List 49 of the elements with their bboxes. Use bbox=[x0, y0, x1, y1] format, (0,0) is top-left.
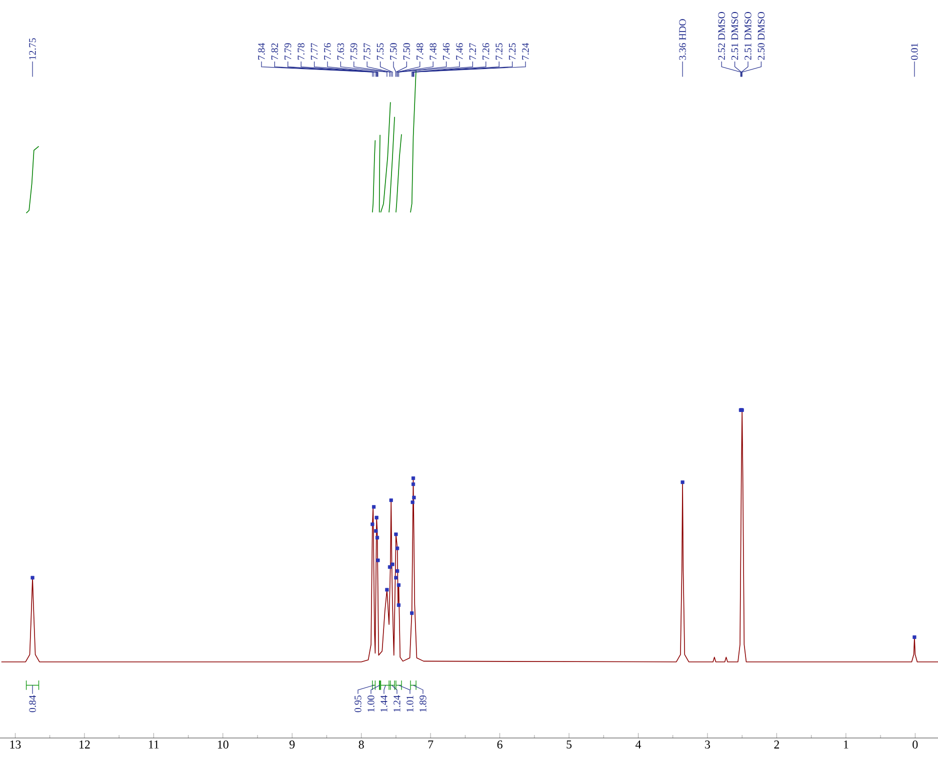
text: 7.24 bbox=[522, 42, 529, 60]
text: 7.50 bbox=[390, 43, 397, 60]
text: 7.26 bbox=[482, 43, 490, 60]
text: 2.52 DMSO bbox=[718, 12, 725, 60]
text: 7.84 bbox=[258, 42, 265, 60]
text: 7.25 bbox=[496, 43, 502, 60]
text: 7.48 bbox=[416, 43, 424, 60]
annotation: 1.89 bbox=[420, 696, 426, 712]
text: 7.48 bbox=[430, 43, 436, 60]
x-tick-label: 10 bbox=[218, 740, 228, 749]
text: 7.82 bbox=[271, 43, 278, 60]
x-tick-label: 1 bbox=[844, 740, 848, 748]
x-tick-label: 0 bbox=[912, 740, 918, 749]
text: 7.57 bbox=[364, 43, 370, 60]
text: 7.50 bbox=[403, 43, 410, 60]
x-tick-label: 11 bbox=[148, 740, 159, 748]
annotation: 1.00 bbox=[368, 695, 374, 712]
text: 2.51 DMSO bbox=[744, 12, 752, 60]
x-tick-label: 2 bbox=[774, 740, 780, 748]
text: 7.76 bbox=[324, 43, 331, 60]
x-tick-label: 9 bbox=[290, 740, 295, 749]
text: 7.63 bbox=[337, 43, 344, 60]
text: 7.59 bbox=[350, 43, 358, 60]
x-tick-label: 4 bbox=[635, 740, 642, 748]
text: 3.36 HDO bbox=[679, 19, 686, 60]
text: 7.46 bbox=[456, 43, 463, 60]
text: 7.46 bbox=[442, 43, 450, 60]
text: 7.55 bbox=[376, 43, 384, 60]
text: 7.79 bbox=[284, 43, 292, 60]
text: 2.51 DMSO bbox=[731, 12, 738, 60]
x-tick-label: 3 bbox=[705, 740, 710, 749]
annotation: 0.95 bbox=[354, 696, 362, 712]
x-tick-label: 7 bbox=[428, 740, 434, 748]
annotation: 0.84 bbox=[29, 695, 36, 712]
x-tick-label: 6 bbox=[497, 740, 502, 749]
text: 7.77 bbox=[310, 43, 318, 60]
text: 2.50 DMSO bbox=[758, 12, 765, 60]
annotation: 1.44 bbox=[380, 695, 388, 712]
text: 12.75 bbox=[29, 38, 36, 60]
x-tick-label: 12 bbox=[80, 740, 90, 748]
annotation: 1.24 bbox=[394, 695, 400, 712]
text: 0.01 bbox=[911, 43, 918, 60]
x-tick-label: 8 bbox=[358, 740, 364, 749]
text: 7.25 bbox=[508, 43, 516, 60]
text: 7.78 bbox=[298, 43, 304, 60]
x-tick-label: 5 bbox=[566, 740, 572, 748]
text: 7.27 bbox=[469, 43, 476, 60]
annotation: 1.01 bbox=[406, 696, 414, 712]
x-tick-label: 13 bbox=[10, 740, 21, 749]
